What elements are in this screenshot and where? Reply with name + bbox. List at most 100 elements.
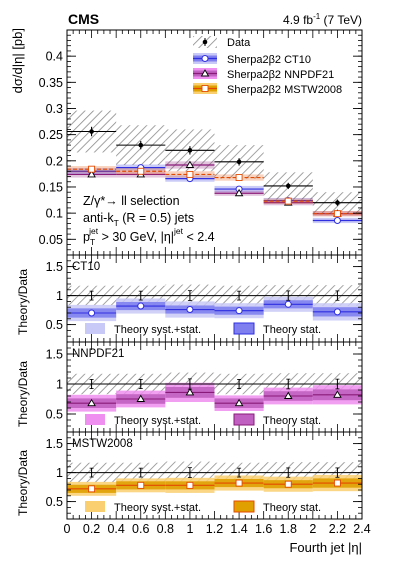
data-point <box>335 200 340 205</box>
ratio-y-axis-label-nnpdf: Theory/Data <box>16 361 30 427</box>
mstw-marker <box>88 165 96 173</box>
y-tick-label: 0.2 <box>46 154 63 168</box>
y-tick-label: 1 <box>56 378 63 392</box>
x-tick-label: 0.2 <box>83 522 100 536</box>
ct10-ratio-marker <box>137 302 145 310</box>
annotation-antikt-sub: T <box>114 218 119 228</box>
mstw-ratio-marker <box>186 481 194 489</box>
annotation-pt-sup: jet <box>88 226 99 236</box>
annotation-eta-cut: < 2.4 <box>183 230 215 244</box>
legend-label-nnpdf: Sherpa2β2 NNPDF21 <box>227 69 334 81</box>
main-y-ticks: 0.05 0.1 0.15 0.2 0.25 0.3 0.35 0.4 <box>39 34 362 256</box>
annotation-jet-radius: (R = 0.5) jets <box>119 211 194 225</box>
x-axis: 0 0.2 0.4 0.6 0.8 1 1.2 1.4 1.6 1.8 2 2.2 2.4 <box>64 522 371 536</box>
experiment-label: CMS <box>68 11 99 27</box>
y-tick-label: 1.5 <box>46 437 63 451</box>
ratio-legend-stat-ct10: Theory stat. <box>263 324 321 336</box>
annotation-pt-sub: T <box>90 237 95 247</box>
nnpdf-ratio-marker <box>87 398 96 407</box>
nnpdf-marker <box>185 160 195 168</box>
annotation-pt: p <box>83 230 90 244</box>
x-tick-label: 2 <box>309 522 316 536</box>
y-tick-label: 0.5 <box>46 408 63 422</box>
ratio-plot-mstw <box>66 431 363 520</box>
nnpdf-ratio-marker <box>283 391 293 399</box>
ratio-legend-syst-mstw: Theory syst.+stat. <box>114 502 201 514</box>
mstw-marker <box>333 210 341 218</box>
y-tick-label: 0.05 <box>39 233 63 247</box>
y-tick-label: 1 <box>56 466 63 480</box>
x-tick-label: 2.4 <box>353 522 370 536</box>
svg-text:4.9 fb-1 (7 TeV): 4.9 fb-1 (7 TeV) <box>283 12 362 27</box>
ratio-plot-ct10 <box>66 254 363 343</box>
lumi-suffix: (7 TeV) <box>320 13 362 27</box>
mstw-ratio-marker <box>88 485 96 493</box>
x-axis-label: Fourth jet |η| <box>289 540 362 555</box>
mstw-marker <box>137 167 145 175</box>
x-tick-label: 2.2 <box>329 522 346 536</box>
mstw-ratio-marker <box>235 479 243 487</box>
legend-label-ct10: Sherpa2β2 CT10 <box>227 54 311 66</box>
legend-entry-nnpdf: Sherpa2β2 NNPDF21 <box>193 68 334 81</box>
ratio-panel-label-ct10: CT10 <box>72 261 100 273</box>
main-y-axis-label: dσ/d|η| [pb] <box>10 28 25 93</box>
x-tick-label: 1.6 <box>255 522 272 536</box>
nnpdf-ratio-marker <box>185 388 195 396</box>
ratio-panel-mstw: 0.5 1 1.5 MSTW2008 Theory syst.+stat. Theo… <box>46 431 363 520</box>
mstw-ratio-marker <box>284 480 292 488</box>
data-point <box>187 148 193 153</box>
y-tick-label: 0.25 <box>39 128 63 142</box>
main-plot-area <box>66 29 363 256</box>
legend-label-mstw: Sherpa2β2 MSTW2008 <box>227 84 342 96</box>
legend-label-data: Data <box>227 37 251 49</box>
ratio-legend-stat-nnpdf: Theory stat. <box>263 415 321 427</box>
ratio-legend-nnpdf: Theory syst.+stat. Theory stat. <box>85 413 321 427</box>
ratio-legend-stat-mstw: Theory stat. <box>263 502 321 514</box>
mstw-ratio-marker <box>137 481 145 489</box>
annotation-pt-cut: > 30 GeV, |η| <box>98 230 174 244</box>
nnpdf-marker <box>87 170 96 178</box>
ratio-legend-syst-ct10: Theory syst.+stat. <box>114 324 201 336</box>
x-tick-label: 0.4 <box>107 522 124 536</box>
annotation-eta-sup: jet <box>173 226 184 236</box>
y-tick-label: 1.5 <box>46 260 63 274</box>
y-tick-label: 0.35 <box>39 76 63 90</box>
legend-entry-mstw: Sherpa2β2 MSTW2008 <box>193 83 342 96</box>
y-tick-label: 0.1 <box>46 207 63 221</box>
lumi-prefix: 4.9 fb <box>283 13 313 27</box>
luminosity-label: 4.9 fb-1 (7 TeV) <box>283 12 362 27</box>
ct10-ratio-marker <box>186 306 194 314</box>
ratio-y-axis-label-ct10: Theory/Data <box>16 269 30 335</box>
ratio-legend-ct10: Theory syst.+stat. Theory stat. <box>85 322 321 336</box>
x-tick-label: 1.4 <box>230 522 247 536</box>
data-point <box>285 183 291 189</box>
ratio-panel-ct10: 0.5 1 1.5 CT10 Theory syst.+stat. Theory s… <box>46 254 363 343</box>
x-tick-label: 1.8 <box>280 522 297 536</box>
mstw-marker <box>186 170 194 178</box>
x-tick-label: 1 <box>186 522 193 536</box>
ratio-y-ticks-mstw: 0.5 1 1.5 <box>46 431 362 520</box>
y-tick-label: 0.5 <box>46 495 63 509</box>
ct10-ratio-marker <box>235 307 243 315</box>
main-cross-section-panel: 0.05 0.1 0.15 0.2 0.25 0.3 0.35 0.4 Data Sherpa… <box>39 29 363 256</box>
mstw-ratio-marker <box>333 479 341 487</box>
annotation-cuts: pTjet > 30 GeV, |η|jet < 2.4 <box>83 226 215 247</box>
data-point <box>236 159 242 165</box>
legend-entry-data: Data <box>193 36 251 49</box>
ratio-y-axis-label-mstw: Theory/Data <box>16 450 30 516</box>
ratio-y-ticks-nnpdf: 0.5 1 1.5 <box>46 341 362 433</box>
selection-annotation: Z/γ*→ ll selection anti-kT (R = 0.5) jet… <box>83 194 215 247</box>
y-tick-label: 0.3 <box>46 102 63 116</box>
ct10-marker <box>333 216 341 224</box>
y-tick-label: 0.4 <box>46 50 63 64</box>
mstw-marker <box>235 174 243 182</box>
ratio-plot-nnpdf <box>66 341 363 433</box>
x-tick-label: 0.8 <box>157 522 174 536</box>
ct10-ratio-marker <box>284 300 292 308</box>
annotation-antikt: anti-k <box>83 211 114 225</box>
lumi-exponent: -1 <box>313 12 321 21</box>
ratio-legend-syst-nnpdf: Theory syst.+stat. <box>114 415 201 427</box>
x-tick-label: 1.2 <box>206 522 223 536</box>
ct10-ratio-marker <box>333 308 341 316</box>
